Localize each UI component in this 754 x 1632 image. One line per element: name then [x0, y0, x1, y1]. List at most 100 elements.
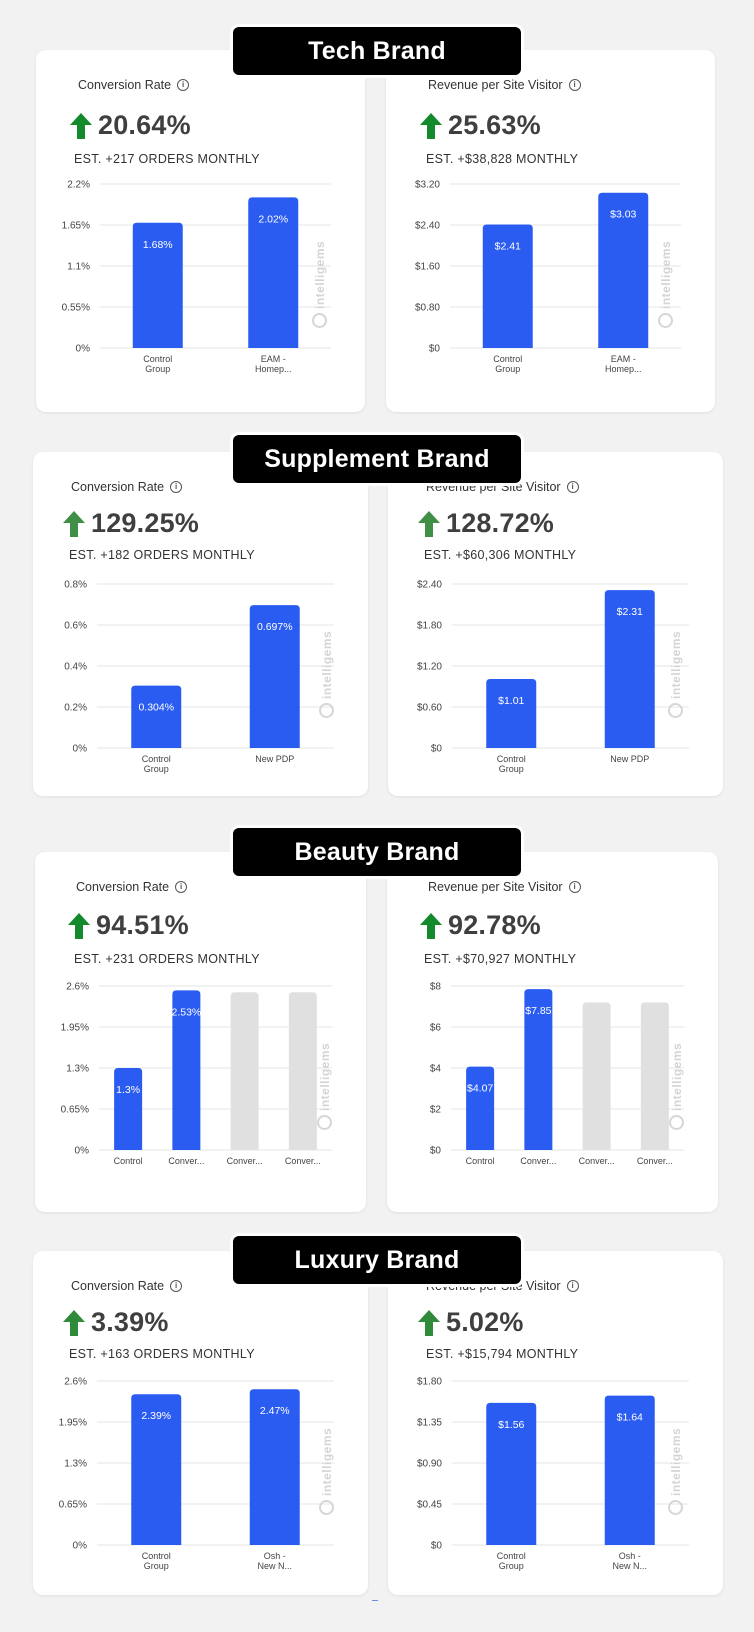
y-tick-label: $0	[430, 1146, 442, 1157]
y-tick-label: $0.80	[415, 303, 440, 314]
bar	[598, 192, 649, 348]
bar-value-label: 2.53%	[171, 1006, 201, 1018]
x-category-label: Conver...	[520, 1156, 556, 1166]
watermark-logo-icon	[319, 1500, 334, 1515]
bar-value-label: 2.39%	[141, 1410, 171, 1422]
x-category-label: Homep...	[605, 364, 642, 374]
info-icon[interactable]: i	[568, 79, 581, 91]
metric-value: 128.72%	[446, 508, 554, 538]
x-category-label: Conver...	[285, 1156, 321, 1166]
metric-row: 92.78%	[420, 910, 541, 941]
y-tick-label: $4	[430, 1064, 442, 1075]
est-line: EST. +217 ORDERS MONTHLY	[74, 152, 260, 166]
info-icon[interactable]: i	[568, 881, 581, 893]
metric-value: 94.51%	[96, 910, 189, 940]
est-line: EST. +$70,927 MONTHLY	[424, 952, 577, 966]
info-icon[interactable]: i	[175, 881, 188, 893]
x-category-label: Osh -	[264, 1551, 286, 1561]
bar	[604, 1395, 655, 1545]
arrow-up-icon	[68, 912, 90, 939]
y-tick-label: $2.40	[415, 221, 440, 232]
y-tick-label: 1.3%	[66, 1064, 89, 1075]
bar-value-label: 1.68%	[143, 239, 173, 251]
y-tick-label: 0.65%	[61, 1105, 89, 1116]
watermark: intelligems	[317, 1043, 332, 1130]
info-icon[interactable]: i	[170, 481, 183, 493]
est-line: EST. +231 ORDERS MONTHLY	[74, 952, 260, 966]
info-icon[interactable]: i	[566, 1280, 579, 1292]
x-category-label: New N...	[257, 1561, 292, 1571]
est-line: EST. +$60,306 MONTHLY	[424, 548, 577, 562]
card-conversion-rate: Conversion Rate i 3.39% EST. +163 ORDERS …	[33, 1251, 368, 1595]
bar-value-label: $2.41	[495, 240, 521, 252]
y-tick-label: 0.65%	[59, 1500, 87, 1511]
info-icon[interactable]: i	[170, 1280, 183, 1292]
x-category-label: Control	[466, 1156, 495, 1166]
y-tick-label: $0.90	[417, 1459, 442, 1470]
arrow-up-icon	[70, 112, 92, 139]
bar	[132, 222, 183, 348]
bar-chart: $0 $0.60 $1.20 $1.80 $2.40 $1.01 Control Group $…	[388, 580, 723, 790]
y-tick-label: $0	[431, 744, 443, 755]
y-tick-label: 0.4%	[64, 662, 87, 673]
bar-value-label: $1.56	[498, 1419, 524, 1431]
card-title: Conversion Rate i	[78, 78, 190, 92]
watermark-logo-icon	[668, 703, 683, 718]
y-tick-label: $1.35	[417, 1418, 442, 1429]
brand-banner: Beauty Brand	[233, 828, 521, 876]
y-tick-label: 1.95%	[61, 1023, 89, 1034]
x-category-label: Control	[497, 754, 526, 764]
info-icon[interactable]: i	[177, 79, 190, 91]
bar	[524, 989, 553, 1150]
y-tick-label: 2.6%	[64, 1377, 87, 1388]
x-category-label: New N...	[612, 1561, 647, 1571]
x-category-label: Control	[142, 1551, 171, 1561]
bar	[466, 1066, 495, 1150]
y-tick-label: $1.60	[415, 262, 440, 273]
y-tick-label: $0	[431, 1541, 443, 1552]
y-tick-label: 0.55%	[62, 303, 90, 314]
arrow-up-icon	[63, 1309, 85, 1336]
bar-chart: $0 $0.45 $0.90 $1.35 $1.80 $1.56 Control Group $…	[388, 1377, 723, 1587]
bar	[230, 992, 259, 1150]
brand-banner: Tech Brand	[233, 27, 521, 75]
bar	[486, 1402, 537, 1545]
arrow-up-icon	[63, 510, 85, 537]
x-category-label: Group	[499, 1561, 524, 1571]
bar	[249, 1389, 300, 1545]
metric-value: 92.78%	[448, 910, 541, 940]
watermark-logo-icon	[319, 703, 334, 718]
y-tick-label: $2.40	[417, 580, 442, 591]
y-tick-label: 1.1%	[67, 262, 90, 273]
arrow-up-icon	[420, 912, 442, 939]
bar-value-label: 0.304%	[138, 702, 174, 714]
y-tick-label: $0.60	[417, 703, 442, 714]
x-category-label: Control	[142, 754, 171, 764]
card-title: Revenue per Site Visitor i	[428, 78, 581, 92]
bar-chart: 0% 0.65% 1.3% 1.95% 2.6% 1.3% Control 2.53% Conv…	[35, 982, 366, 1192]
info-icon[interactable]: i	[566, 481, 579, 493]
y-tick-label: 2.2%	[67, 180, 90, 191]
bar-chart: 0% 0.55% 1.1% 1.65% 2.2% 1.68% Control Group 2.0…	[36, 180, 365, 390]
arrow-up-icon	[418, 510, 440, 537]
metric-row: 129.25%	[63, 508, 199, 539]
x-category-label: Group	[145, 364, 170, 374]
x-category-label: Homep...	[255, 364, 292, 374]
bar-value-label: 1.3%	[116, 1084, 140, 1096]
bar-value-label: $2.31	[617, 606, 643, 618]
bar	[249, 605, 300, 748]
y-tick-label: $1.80	[417, 621, 442, 632]
metric-row: 3.39%	[63, 1307, 169, 1338]
watermark-logo-icon	[658, 313, 673, 328]
arrow-up-icon	[420, 112, 442, 139]
card-revenue-per-visitor: Revenue per Site Visitor i 128.72% EST. +…	[388, 452, 723, 796]
x-category-label: Conver...	[227, 1156, 263, 1166]
y-tick-label: $1.20	[417, 662, 442, 673]
bar-chart: 0% 0.65% 1.3% 1.95% 2.6% 2.39% Control Group 2.4…	[33, 1377, 368, 1587]
metric-row: 5.02%	[418, 1307, 524, 1338]
y-tick-label: $1.80	[417, 1377, 442, 1388]
